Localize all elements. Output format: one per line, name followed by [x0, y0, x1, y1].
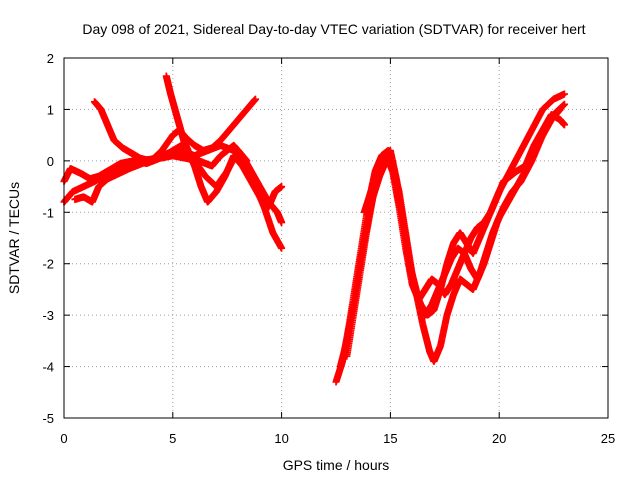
y-tick-label: -2: [42, 257, 54, 272]
chart-title: Day 098 of 2021, Sidereal Day-to-day VTE…: [82, 21, 585, 37]
y-tick-label: 2: [47, 51, 54, 66]
series-track-5: [71, 141, 251, 206]
y-tick-label: -1: [42, 205, 54, 220]
data-point: [278, 183, 286, 191]
data-point: [560, 100, 568, 108]
x-axis-label: GPS time / hours: [283, 457, 390, 473]
data-point: [560, 121, 568, 129]
data-point: [278, 244, 286, 252]
y-tick-label: 1: [47, 102, 54, 117]
axis-ticks: 0 5 10 15 20 25 -5 -4 -3 -2 -1 0 1 2: [42, 51, 615, 446]
y-axis-label: SDTVAR / TECUs: [6, 182, 22, 294]
data-point: [556, 105, 564, 113]
y-tick-label: -3: [42, 308, 54, 323]
series-track-4: [162, 72, 286, 211]
y-tick-label: 0: [47, 154, 54, 169]
data-point: [560, 90, 568, 98]
x-tick-label: 15: [383, 431, 397, 446]
x-tick-label: 5: [169, 431, 176, 446]
x-tick-label: 20: [492, 431, 506, 446]
x-tick-label: 25: [601, 431, 615, 446]
grid-lines: [64, 58, 608, 418]
data-point: [251, 95, 259, 103]
data-points: [60, 72, 568, 386]
data-point: [278, 219, 286, 227]
plot-frame: [63, 57, 609, 419]
data-point: [243, 157, 251, 165]
x-tick-label: 0: [60, 431, 67, 446]
series-track-9: [343, 111, 568, 360]
x-tick-label: 10: [274, 431, 288, 446]
y-tick-label: -5: [42, 411, 54, 426]
y-tick-label: -4: [42, 360, 54, 375]
